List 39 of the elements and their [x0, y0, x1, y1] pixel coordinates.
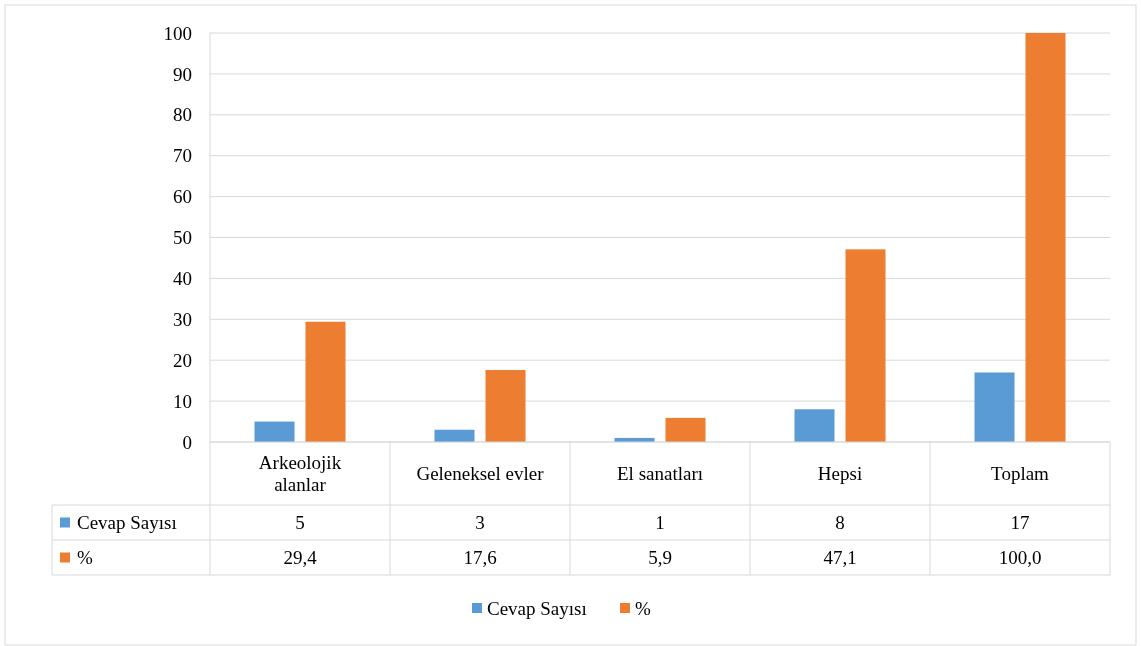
data-label: 8: [835, 512, 845, 534]
bar: [485, 370, 526, 442]
y-tick-label: 100: [163, 22, 192, 44]
data-label: 5: [295, 512, 305, 534]
y-tick-label: 50: [173, 227, 192, 249]
y-tick-label: 90: [173, 63, 192, 85]
y-tick-label: 0: [182, 431, 192, 453]
data-label: 5,9: [648, 547, 672, 569]
x-tick-label: Arkeolojik alanlar: [258, 452, 342, 496]
data-label: 3: [475, 512, 485, 534]
y-tick-label: 60: [173, 186, 192, 208]
text: %: [77, 547, 93, 569]
bar: [305, 321, 346, 442]
y-tick-label: 40: [173, 268, 192, 290]
legend-label: %: [635, 597, 651, 619]
x-tick-label: Hepsi: [817, 463, 863, 485]
text: Cevap Sayısı: [487, 597, 587, 619]
y-tick-label: 70: [173, 145, 192, 167]
y-tick-label: 10: [173, 390, 192, 412]
x-tick-label: Toplam: [991, 463, 1050, 485]
data-label: 1: [655, 512, 665, 534]
data-label: 17,6: [463, 547, 497, 569]
y-tick-label: 20: [173, 349, 192, 371]
bar: [254, 421, 295, 442]
bar: [1025, 33, 1066, 442]
legend-label: Cevap Sayısı: [77, 512, 177, 534]
y-tick-label: 80: [173, 104, 192, 126]
data-label: 47,1: [823, 547, 857, 569]
x-tick-label: Geleneksel evler: [416, 463, 545, 485]
bar: [794, 409, 835, 442]
bar: [434, 429, 475, 442]
bar: [665, 417, 706, 442]
x-tick-label: El sanatları: [617, 463, 703, 485]
data-label: 29,4: [283, 547, 318, 569]
data-label: 100,0: [998, 547, 1042, 569]
data-label: 17: [1010, 512, 1030, 534]
y-tick-label: 30: [173, 308, 192, 330]
bar: [845, 249, 886, 442]
bar: [974, 372, 1015, 442]
